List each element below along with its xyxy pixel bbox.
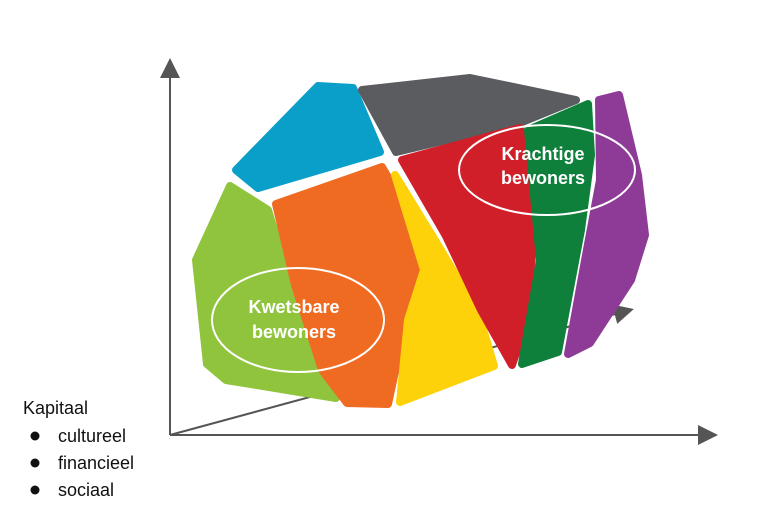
legend: Kapitaal cultureel financieel sociaal [23, 398, 134, 500]
segment [398, 124, 542, 369]
segment [272, 163, 424, 408]
segment [518, 100, 595, 368]
legend-item: cultureel [58, 426, 126, 446]
ellipse [211, 267, 385, 373]
legend-title: Kapitaal [23, 398, 88, 418]
legend-item: financieel [58, 453, 134, 473]
segment [391, 171, 498, 406]
label: Krachtige [501, 144, 584, 164]
ellipse [458, 124, 636, 216]
bullet [30, 485, 40, 495]
label: bewoners [501, 168, 585, 188]
bullet [30, 431, 40, 441]
label: bewoners [252, 322, 336, 342]
bullet [30, 458, 40, 468]
segments [192, 74, 649, 408]
segment [564, 91, 649, 358]
label: Kwetsbare [248, 297, 339, 317]
segment [358, 74, 580, 156]
legend-item: sociaal [58, 480, 114, 500]
segment [232, 82, 384, 192]
